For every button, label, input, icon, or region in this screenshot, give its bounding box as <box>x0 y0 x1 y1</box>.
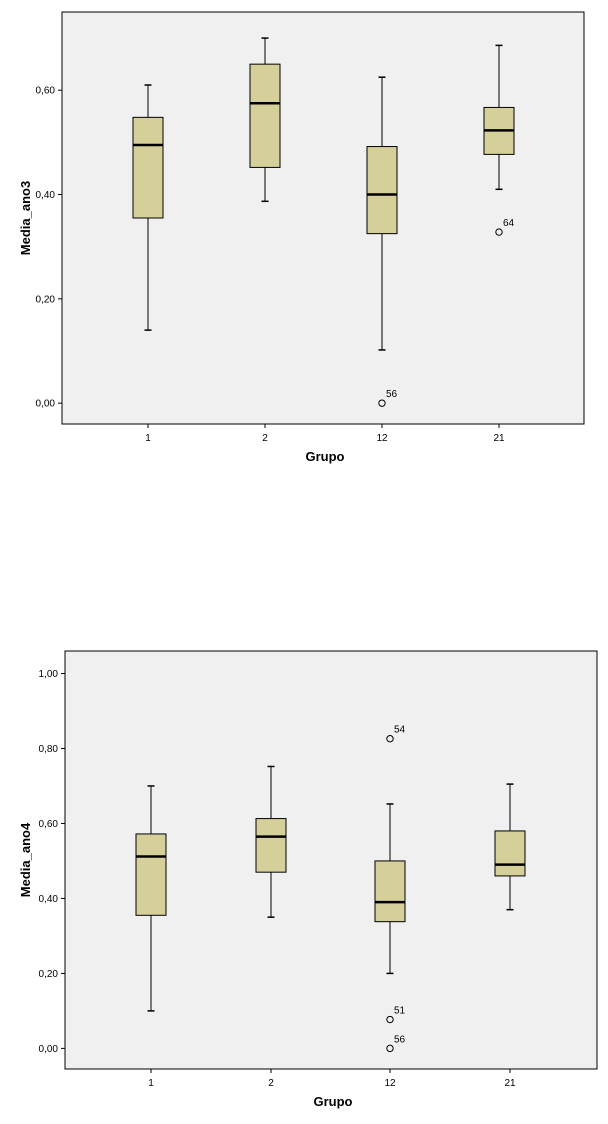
outlier-point <box>386 735 394 743</box>
y-tick-label: 0,20 <box>36 294 56 305</box>
x-tick-label: 21 <box>493 433 505 444</box>
outlier-label: 54 <box>394 725 406 736</box>
outlier-point <box>386 1015 394 1024</box>
box-12: 54 51 56 <box>374 725 406 1053</box>
y-tick-label: 0,60 <box>39 819 59 830</box>
y-axis-label: Media_ano4 <box>18 822 33 897</box>
outlier-label: 56 <box>394 1034 406 1045</box>
box-21 <box>494 783 526 911</box>
iqr-box <box>494 830 526 877</box>
y-tick-label: 0,60 <box>36 86 56 97</box>
x-tick-label: 1 <box>148 1078 154 1089</box>
outlier-label: 51 <box>394 1006 406 1017</box>
iqr-box <box>132 116 164 219</box>
box-2 <box>255 765 287 918</box>
iqr-box <box>374 860 406 923</box>
x-axis-label: Grupo <box>306 449 345 464</box>
box-1 <box>132 84 164 331</box>
box-12: 56 <box>366 76 398 407</box>
box-21: 64 <box>483 44 515 236</box>
y-tick-label: 0,00 <box>39 1044 59 1055</box>
x-tick-label: 1 <box>145 433 151 444</box>
outlier-point <box>386 1044 394 1053</box>
x-axis-label: Grupo <box>314 1094 353 1109</box>
chart-panel-1: 0,000,200,400,601 2 12 21GrupoMedia_ano3566… <box>18 11 585 464</box>
x-tick-label: 12 <box>384 1078 396 1089</box>
outlier-point <box>378 399 386 407</box>
x-tick-label: 2 <box>268 1078 274 1089</box>
y-axis-label: Media_ano3 <box>18 181 33 255</box>
y-tick-label: 0,80 <box>39 744 59 755</box>
iqr-box <box>255 818 287 873</box>
x-tick-label: 2 <box>262 433 268 444</box>
outlier-label: 64 <box>503 218 515 229</box>
y-tick-label: 1,00 <box>39 669 59 680</box>
chart-panel-2: 0,000,200,400,600,801,001 2 12 21GrupoMedia… <box>18 650 598 1109</box>
y-tick-label: 0,40 <box>39 894 59 905</box>
y-tick-label: 0,20 <box>39 969 59 980</box>
box-1 <box>135 785 167 1012</box>
x-tick-label: 21 <box>504 1078 516 1089</box>
iqr-box <box>135 833 167 916</box>
outlier-label: 56 <box>386 389 398 400</box>
x-tick-label: 12 <box>376 433 388 444</box>
box-2 <box>249 37 281 203</box>
iqr-box <box>366 146 398 235</box>
iqr-box <box>249 63 281 168</box>
outlier-point <box>495 228 503 236</box>
y-tick-label: 0,00 <box>36 399 56 410</box>
y-tick-label: 0,40 <box>36 190 56 201</box>
